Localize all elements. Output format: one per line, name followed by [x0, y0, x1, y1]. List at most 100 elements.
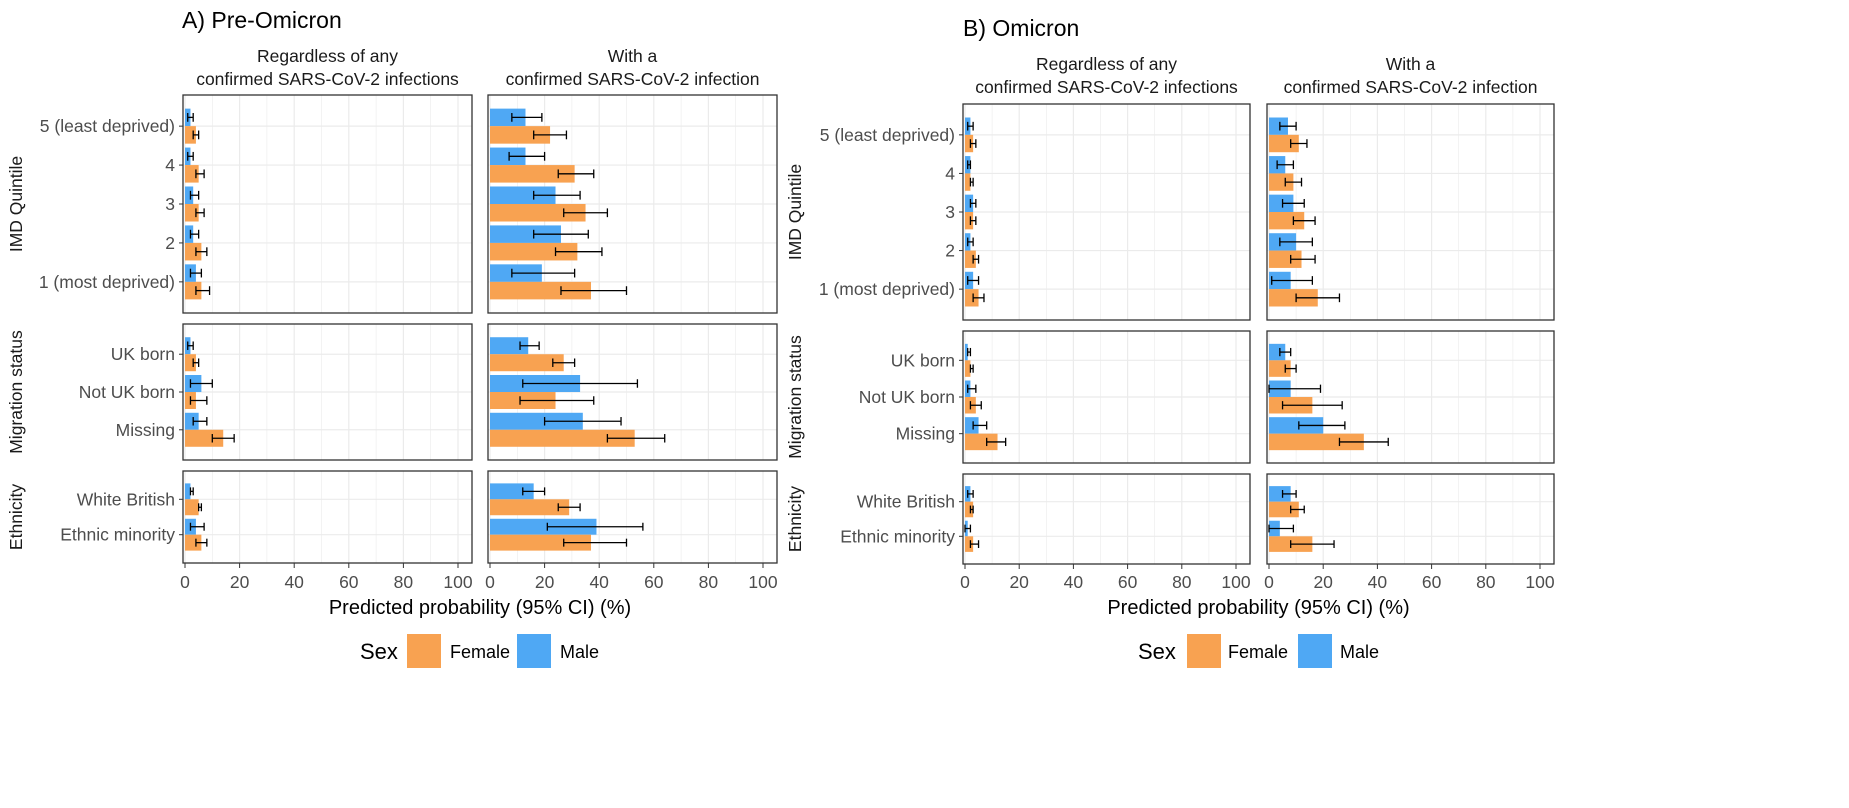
x-tick-label: 0 — [180, 572, 190, 592]
facet-column-label-line: With a — [1386, 54, 1436, 74]
facet-panel — [1266, 103, 1555, 321]
bar-male — [965, 417, 979, 434]
y-tick-label: 2 — [165, 233, 175, 253]
bar-male — [1269, 194, 1294, 212]
facet-panel: 0 20 40 60 80 100 — [180, 470, 473, 592]
facet-row-label: Migration status — [6, 330, 26, 454]
bar-female — [185, 281, 202, 300]
bar-female — [185, 126, 196, 144]
bar-male — [490, 108, 526, 127]
chart-title: A) Pre-Omicron — [182, 7, 342, 33]
facet-panel — [962, 330, 1251, 464]
bar-female — [185, 204, 199, 222]
panel-border — [962, 103, 1251, 321]
bar-male — [965, 343, 968, 361]
facet-row-label: IMD Quintile — [785, 164, 805, 260]
bar-female — [490, 534, 592, 551]
panel-border — [182, 470, 473, 564]
y-tick-label: Not UK born — [859, 387, 955, 407]
bar-female — [185, 429, 224, 447]
bar-female — [490, 204, 586, 222]
panel-border — [487, 323, 778, 461]
panel-border — [1266, 473, 1555, 565]
x-tick-label: 20 — [230, 572, 250, 592]
bar-female — [965, 360, 971, 377]
bar-male — [1269, 117, 1288, 135]
facet-panel — [962, 103, 1251, 321]
x-tick-label: 40 — [589, 572, 609, 592]
panel-background — [1267, 474, 1554, 564]
x-tick-label: 60 — [644, 572, 664, 592]
facet-panel: 0 20 40 60 80 100 — [960, 473, 1251, 592]
panel-background — [963, 474, 1250, 564]
facet-row-label: Ethnicity — [6, 484, 26, 550]
x-tick-label: 100 — [748, 572, 777, 592]
facet-panel — [182, 94, 473, 314]
panel-background — [183, 471, 472, 563]
bar-female — [490, 354, 564, 372]
facet-row-label: Migration status — [785, 335, 805, 459]
bar-female — [1269, 433, 1364, 451]
facet-panel: 0 20 40 60 80 100 — [1264, 473, 1555, 592]
bar-male — [1269, 343, 1286, 361]
chart-1: B) Omicron Regardless of any confirmed SAR… — [785, 15, 1555, 668]
x-tick-label: 100 — [1221, 572, 1250, 592]
bar-male — [965, 194, 974, 212]
legend-key-female — [1187, 634, 1221, 668]
y-tick-label: 3 — [945, 202, 955, 222]
y-tick-label: Ethnic minority — [840, 526, 955, 546]
bar-female — [1269, 173, 1294, 191]
facet-row-label: IMD Quintile — [6, 156, 26, 252]
y-tick-label: 1 (most deprived) — [39, 272, 175, 292]
y-tick-label: UK born — [111, 344, 175, 364]
panel-border — [182, 323, 473, 461]
panel-border — [487, 470, 778, 564]
legend-key-male — [517, 634, 551, 668]
bar-male — [185, 412, 199, 430]
legend-title: Sex — [360, 639, 398, 664]
legend-label-male: Male — [560, 642, 599, 662]
x-tick-label: 60 — [1118, 572, 1138, 592]
bar-female — [965, 250, 976, 268]
panel-border — [962, 330, 1251, 464]
facet-row-label: Ethnicity — [785, 486, 805, 552]
bar-male — [1269, 417, 1324, 434]
bar-female — [1269, 134, 1299, 153]
panel-border — [962, 473, 1251, 565]
x-axis-title: Predicted probability (95% CI) (%) — [1107, 597, 1409, 619]
bar-male — [490, 147, 526, 166]
y-tick-label: 5 (least deprived) — [40, 116, 175, 136]
legend-label-female: Female — [450, 642, 510, 662]
y-tick-label: White British — [857, 492, 955, 512]
bar-female — [965, 289, 979, 307]
x-tick-label: 0 — [485, 572, 495, 592]
legend: Sex Female Male — [1138, 634, 1379, 668]
bar-female — [490, 165, 575, 183]
bar-female — [965, 173, 971, 191]
y-tick-label: 1 (most deprived) — [819, 279, 955, 299]
facet-column-label-line: Regardless of any — [1036, 54, 1177, 74]
x-tick-label: 80 — [699, 572, 719, 592]
bar-male — [490, 518, 597, 535]
y-tick-label: 4 — [165, 155, 175, 175]
bar-female — [965, 134, 974, 153]
facet-column-label-line: With a — [608, 46, 658, 66]
bar-female — [490, 126, 551, 144]
facet-column-label: With a confirmed SARS-CoV-2 infection — [506, 46, 760, 89]
bar-female — [965, 536, 974, 552]
facet-column-label-line: confirmed SARS-CoV-2 infection — [506, 69, 760, 89]
bar-male — [490, 186, 556, 204]
panel-border — [1266, 330, 1555, 464]
bar-female — [185, 499, 199, 516]
facet-panel — [1266, 330, 1555, 464]
y-tick-label: Not UK born — [79, 382, 175, 402]
legend-label-female: Female — [1228, 642, 1288, 662]
bar-female — [490, 499, 570, 516]
bar-male — [1269, 486, 1291, 502]
bar-female — [1269, 501, 1299, 518]
y-tick-label: 3 — [165, 194, 175, 214]
x-tick-label: 100 — [1525, 572, 1554, 592]
y-tick-label: UK born — [891, 350, 955, 370]
